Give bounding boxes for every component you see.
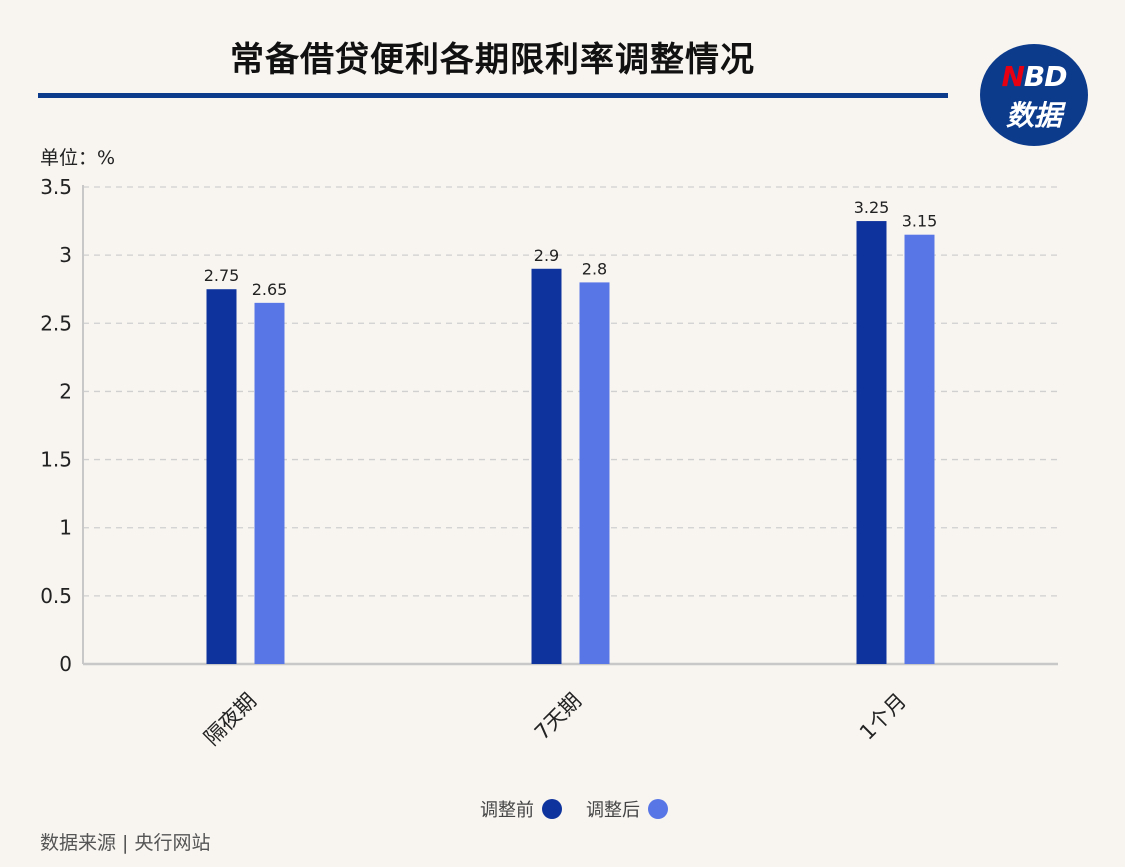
x-tick-label: 7天期 <box>530 689 586 745</box>
legend-item-after: 调整后 <box>586 796 668 822</box>
chart-title: 常备借贷便利各期限利率调整情况 <box>230 40 755 80</box>
data-source: 数据来源 | 央行网站 <box>40 832 211 854</box>
logo-nbd-text: NBD <box>1001 60 1067 93</box>
y-tick-label: 1 <box>59 516 72 540</box>
bar-before <box>206 289 237 664</box>
y-tick-label: 0 <box>59 652 72 676</box>
bar-before <box>531 268 562 664</box>
data-label: 3.25 <box>854 198 890 217</box>
data-label: 3.15 <box>902 212 938 231</box>
y-tick-label: 1.5 <box>40 448 72 472</box>
title-underline <box>38 93 948 98</box>
y-tick-label: 3 <box>59 243 72 267</box>
legend-label-after: 调整后 <box>586 800 640 821</box>
legend-swatch-before <box>542 799 562 819</box>
nbd-logo: NBD 数据 <box>980 44 1088 146</box>
data-label: 2.9 <box>534 246 559 265</box>
data-label: 2.75 <box>204 266 240 285</box>
y-tick-label: 2.5 <box>40 311 72 335</box>
y-tick-label: 0.5 <box>40 584 72 608</box>
data-label: 2.65 <box>252 280 288 299</box>
bar-after <box>254 302 285 664</box>
logo-text-bottom: 数据 <box>1005 99 1062 132</box>
x-tick-label: 隔夜期 <box>200 689 262 751</box>
legend-item-before: 调整前 <box>480 796 562 822</box>
unit-label: 单位：% <box>40 147 116 169</box>
bar-after <box>904 234 935 664</box>
y-tick-label: 2 <box>59 379 72 403</box>
logo-text-top: NBD <box>980 60 1088 93</box>
y-tick-label: 3.5 <box>40 175 72 199</box>
data-label: 2.8 <box>582 259 607 278</box>
legend: 调整前 调整后 <box>480 796 692 822</box>
legend-swatch-after <box>648 799 668 819</box>
x-tick-label: 1个月 <box>855 689 911 745</box>
bar-after <box>579 282 610 664</box>
bar-before <box>856 221 887 665</box>
legend-label-before: 调整前 <box>480 800 534 821</box>
